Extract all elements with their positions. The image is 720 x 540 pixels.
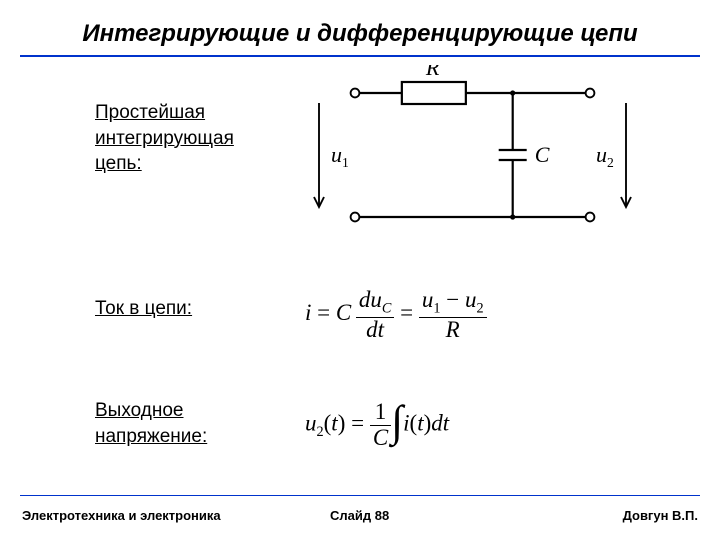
divider-bottom: [20, 495, 700, 496]
equation-voltage: u2(t) = 1C∫i(t)dt: [305, 400, 449, 450]
svg-text:R: R: [425, 65, 440, 80]
label-current: Ток в цепи:: [95, 296, 295, 322]
footer-left: Электротехника и электроника: [22, 508, 221, 523]
label-voltage: Выходное напряжение:: [95, 398, 275, 449]
svg-text:u1: u1: [331, 142, 349, 170]
footer-center: Слайд 88: [330, 508, 389, 523]
slide-title: Интегрирующие и дифференцирующие цепи: [0, 20, 720, 48]
footer-right: Довгун В.П.: [623, 508, 698, 523]
circuit-diagram: u1 u2 R C: [305, 65, 640, 235]
svg-text:u2: u2: [596, 142, 614, 170]
divider-top: [20, 55, 700, 57]
svg-text:C: C: [535, 142, 550, 167]
equation-current: i = C duCdt = u1 − u2R: [305, 288, 487, 342]
label-circuit: Простейшая интегрирующая цепь:: [95, 100, 275, 177]
